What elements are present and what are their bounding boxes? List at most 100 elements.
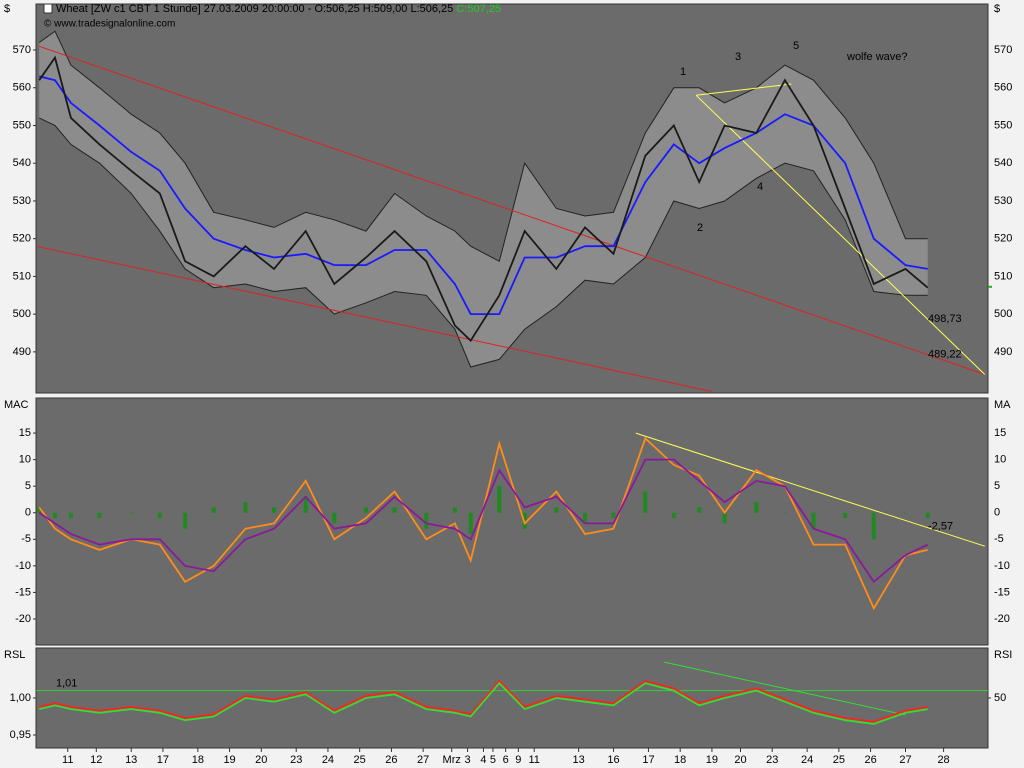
macd-panel [35, 397, 989, 646]
panel-1 [37, 432, 985, 611]
series-line [38, 436, 928, 611]
x-tick-label: 28 [937, 754, 949, 766]
annotation: 1 [680, 66, 686, 78]
y-tick-label: 0 [25, 507, 31, 519]
y-tick-label: 0,95 [10, 729, 31, 741]
histogram-bar [871, 512, 876, 540]
x-tick-label: 23 [766, 754, 778, 766]
panel-0 [36, 30, 986, 392]
x-tick-label: 12 [90, 754, 102, 766]
x-tick-label: 18 [674, 754, 686, 766]
y-tick-label: 500 [13, 308, 31, 320]
x-tick-label: 24 [322, 754, 334, 766]
series-line [38, 458, 929, 584]
series-line [38, 681, 928, 725]
histogram-bar [722, 512, 727, 524]
histogram-bar [37, 507, 42, 513]
y-tick-label: 530 [13, 195, 31, 207]
x-tick-label: 17 [157, 754, 169, 766]
y-tick-label-right: 530 [994, 195, 1012, 207]
annotation: wolfe wave? [846, 51, 908, 63]
histogram-bar [243, 502, 248, 513]
x-tick-label: 19 [706, 754, 718, 766]
title-text: Wheat [ZW c1 CBT 1 Stunde] 27.03.2009 20… [56, 3, 453, 15]
x-tick-label: 19 [223, 754, 235, 766]
x-tick-label: 17 [642, 754, 654, 766]
y-tick-label-right: 490 [994, 346, 1012, 358]
macd-left-label: MAC [4, 399, 29, 411]
x-tick-label: 16 [607, 754, 619, 766]
x-tick-label: 13 [573, 754, 585, 766]
y-tick-label-right: 500 [994, 308, 1012, 320]
histogram-bar [843, 512, 848, 519]
trendline [695, 94, 986, 375]
histogram-bar [582, 512, 587, 524]
histogram-bar [903, 512, 908, 514]
y-tick-label-right: 10 [994, 454, 1006, 466]
x-tick-label: 27 [417, 754, 429, 766]
y-tick-label-right: 520 [994, 233, 1012, 245]
y-tick-label: 5 [25, 480, 31, 492]
rsi-panel [35, 647, 989, 749]
x-tick-label: 25 [354, 754, 366, 766]
y-tick-label: -5 [21, 533, 31, 545]
series-line [38, 55, 929, 343]
y-tick-label: 520 [13, 233, 31, 245]
unit-left: $ [4, 3, 10, 15]
x-tick-label: 9 [515, 754, 521, 766]
histogram-bar [468, 512, 473, 534]
band-fill [39, 31, 928, 367]
histogram-bar [332, 512, 337, 524]
histogram-bar [392, 507, 397, 513]
histogram-bar [452, 507, 457, 513]
y-tick-label-right: 510 [994, 270, 1012, 282]
histogram-bar [811, 512, 816, 529]
histogram-bar [53, 512, 58, 519]
y-tick-label-right: 0 [994, 507, 1000, 519]
icon [43, 3, 53, 14]
x-tick-label: 25 [833, 754, 845, 766]
histogram-bar [272, 507, 276, 513]
y-tick-label: 570 [13, 44, 31, 56]
histogram-bar [97, 512, 102, 519]
level-label: 489,22 [928, 349, 962, 361]
histogram-bar [364, 507, 369, 513]
y-tick-label-right: 5 [994, 480, 1000, 492]
x-tick-label: 6 [503, 754, 509, 766]
x-tick-label: 11 [62, 754, 73, 766]
annotation: 3 [735, 51, 741, 63]
unit-right: $ [994, 3, 1000, 15]
plots [36, 30, 988, 725]
histogram-bar [303, 496, 308, 513]
histogram-bar [424, 512, 429, 529]
y-tick-label: -10 [15, 560, 31, 572]
y2-tick-label: 50 [994, 692, 1006, 704]
y-tick-label-right: 570 [994, 44, 1012, 56]
y-tick-label: -15 [15, 586, 31, 598]
x-tick-label: 26 [385, 754, 397, 766]
level-label: -2,57 [928, 520, 953, 532]
y-tick-label: 540 [13, 157, 31, 169]
level-label: 498,73 [928, 313, 962, 325]
histogram-bar [497, 486, 502, 513]
y-tick-label: 1,00 [10, 692, 31, 704]
rsi-right-label: RSI [994, 649, 1012, 661]
histogram-bar [157, 512, 162, 519]
histogram-bar [754, 502, 759, 513]
y-tick-label: 490 [13, 346, 31, 358]
rsi-left-label: RSL [4, 649, 25, 661]
y-tick-label: 10 [19, 454, 31, 466]
y-tick-label: 510 [13, 270, 31, 282]
x-tick-label: 27 [899, 754, 911, 766]
annotation: 2 [697, 222, 703, 234]
histogram-bar [129, 512, 134, 514]
x-tick-label: 13 [125, 754, 137, 766]
histogram-bar [211, 507, 216, 513]
trendline [36, 245, 713, 392]
band-upper [38, 30, 928, 263]
x-tick-label: 4 [480, 754, 486, 766]
trendline [664, 661, 906, 716]
histogram-bar [671, 512, 676, 519]
x-tick-label: 20 [734, 754, 746, 766]
